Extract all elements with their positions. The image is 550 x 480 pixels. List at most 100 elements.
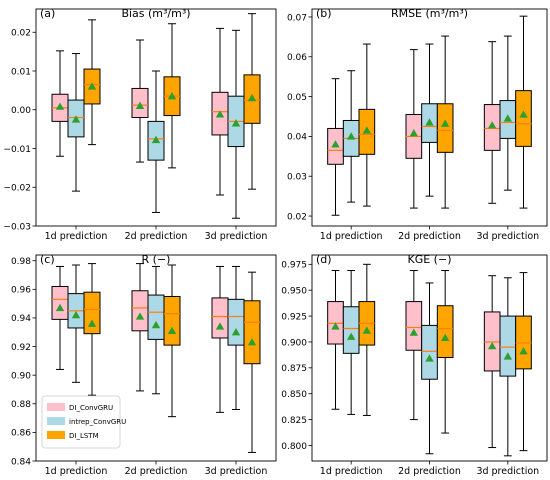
legend-label: DI_LSTM xyxy=(69,432,99,440)
panel-b-ytick-label: 0.05 xyxy=(287,93,307,103)
panel-b-label: (b) xyxy=(316,7,332,20)
panel-d-box xyxy=(499,315,517,377)
panel-a-xtick-label: 2d prediction xyxy=(125,231,188,242)
panel-b-mean-marker xyxy=(331,140,340,148)
panel-c-mean-marker xyxy=(231,328,241,336)
panel-d-box xyxy=(421,324,438,380)
panel-c-mean-marker xyxy=(55,303,65,312)
panel-d-box xyxy=(436,305,454,358)
panel-b-ytick-label: 0.06 xyxy=(287,53,307,63)
panel-c-axes-frame xyxy=(35,254,277,462)
legend-label: DI_ConvGRU xyxy=(69,404,113,412)
panel-d-title: KGE (−) xyxy=(408,253,452,266)
panel-b-ytick-label: 0.04 xyxy=(287,133,307,143)
panel-a-mean-marker xyxy=(87,82,97,90)
panel-d-mean-marker xyxy=(440,333,450,341)
panel-d-ytick-label: 0.900 xyxy=(281,338,307,348)
panel-d-mean-marker xyxy=(331,322,340,330)
panel-d-mean-marker xyxy=(362,326,372,334)
panel-c-ytick-label: 0.96 xyxy=(11,286,31,296)
panel-a-mean-marker xyxy=(215,110,225,118)
panel-d-ytick-label: 0.950 xyxy=(281,286,307,296)
panel-d-axes-frame xyxy=(311,254,548,462)
panel-a-axes-frame xyxy=(35,8,277,227)
panel-c-box xyxy=(147,294,165,340)
panel-c-box xyxy=(131,290,149,332)
panel-c-ytick-label: 0.84 xyxy=(11,457,31,467)
panel-d-ytick-label: 0.975 xyxy=(281,261,307,271)
panel-b-xtick-label: 1d prediction xyxy=(320,231,383,242)
panel-a-mean-marker xyxy=(167,91,177,100)
panel-b-box xyxy=(515,90,532,147)
panel-c-ytick-label: 0.86 xyxy=(11,429,31,439)
panel-d-xtick-label: 2d prediction xyxy=(398,466,461,477)
panel-b-mean-marker xyxy=(362,126,372,134)
panel-b-xtick-label: 2d prediction xyxy=(398,231,461,242)
panel-c-box xyxy=(211,297,229,339)
panel-c-ytick-label: 0.98 xyxy=(11,257,31,267)
panel-c-mean-marker xyxy=(167,326,177,334)
panel-c-ytick-label: 0.94 xyxy=(11,314,31,324)
panel-a-mean-marker xyxy=(71,115,81,123)
panel-c-mean-marker xyxy=(87,319,97,327)
panel-d-xtick-label: 3d prediction xyxy=(476,466,539,477)
panel-a-mean-marker xyxy=(151,135,161,144)
panel-a-ytick-label: 0.01 xyxy=(11,67,31,77)
panel-a-mean-marker xyxy=(135,101,145,110)
panel-b-mean-marker xyxy=(519,110,528,118)
panel-d-mean-marker xyxy=(503,352,513,360)
panel-a-label: (a) xyxy=(40,7,55,20)
panel-c-xtick-label: 3d prediction xyxy=(205,466,268,477)
panel-b-ytick-label: 0.02 xyxy=(287,212,307,222)
panel-c-box xyxy=(163,295,181,346)
panel-a-ytick-label: −0.03 xyxy=(3,222,31,232)
panel-c-xtick-label: 2d prediction xyxy=(125,466,188,477)
panel-d-ytick-label: 0.875 xyxy=(281,364,307,374)
panel-c-mean-marker xyxy=(151,320,161,329)
panel-b-mean-marker xyxy=(409,129,419,137)
panel-d-box xyxy=(342,306,360,354)
panel-b-title: RMSE (m³/m³) xyxy=(391,7,468,20)
panel-c-box xyxy=(227,298,245,346)
panel-c-box xyxy=(51,285,69,320)
legend-swatch xyxy=(47,417,65,425)
panel-a-ytick-label: −0.01 xyxy=(3,145,31,155)
panel-a-xtick-label: 1d prediction xyxy=(45,231,108,242)
panel-b-mean-marker xyxy=(487,121,497,129)
panel-d-ytick-label: 0.850 xyxy=(281,390,307,400)
panel-d-mean-marker xyxy=(346,332,356,340)
panel-c-mean-marker xyxy=(247,338,257,346)
legend-swatch xyxy=(47,403,65,411)
panel-a-ytick-label: 0.02 xyxy=(11,29,31,39)
panel-c-mean-marker xyxy=(71,310,81,319)
panel-a-mean-marker xyxy=(247,93,257,102)
panel-d-mean-marker xyxy=(519,347,528,355)
panel-b-xtick-label: 3d prediction xyxy=(476,231,539,242)
panel-c-box xyxy=(243,300,261,365)
panel-d-ytick-label: 0.925 xyxy=(281,312,307,322)
panel-c-box xyxy=(83,291,101,335)
panel-d-mean-marker xyxy=(487,341,497,350)
panel-a-title: Bias (m³/m³) xyxy=(121,7,190,20)
panel-c-ytick-label: 0.88 xyxy=(11,400,31,410)
panel-b-ytick-label: 0.07 xyxy=(287,13,307,23)
panel-c-mean-marker xyxy=(215,322,225,330)
panel-b-mean-marker xyxy=(440,119,450,127)
panel-c-xtick-label: 1d prediction xyxy=(45,466,108,477)
panel-a-xtick-label: 3d prediction xyxy=(205,231,268,242)
panel-d-label: (d) xyxy=(316,253,332,266)
panel-d-ytick-label: 0.825 xyxy=(281,416,307,426)
panel-c-ytick-label: 0.92 xyxy=(11,343,31,353)
panel-b-axes-frame xyxy=(311,8,548,227)
panel-c-title: R (−) xyxy=(142,253,171,266)
legend-swatch xyxy=(47,431,65,439)
panel-a-ytick-label: −0.02 xyxy=(3,184,31,194)
panel-d-mean-marker xyxy=(409,328,419,336)
legend-label: intrep_ConvGRU xyxy=(69,418,126,426)
panel-c-ytick-label: 0.90 xyxy=(11,371,31,381)
panel-a-mean-marker xyxy=(55,102,65,110)
panel-d-mean-marker xyxy=(425,354,434,362)
panel-d-ytick-label: 0.800 xyxy=(281,442,307,452)
panel-c-mean-marker xyxy=(135,312,145,320)
